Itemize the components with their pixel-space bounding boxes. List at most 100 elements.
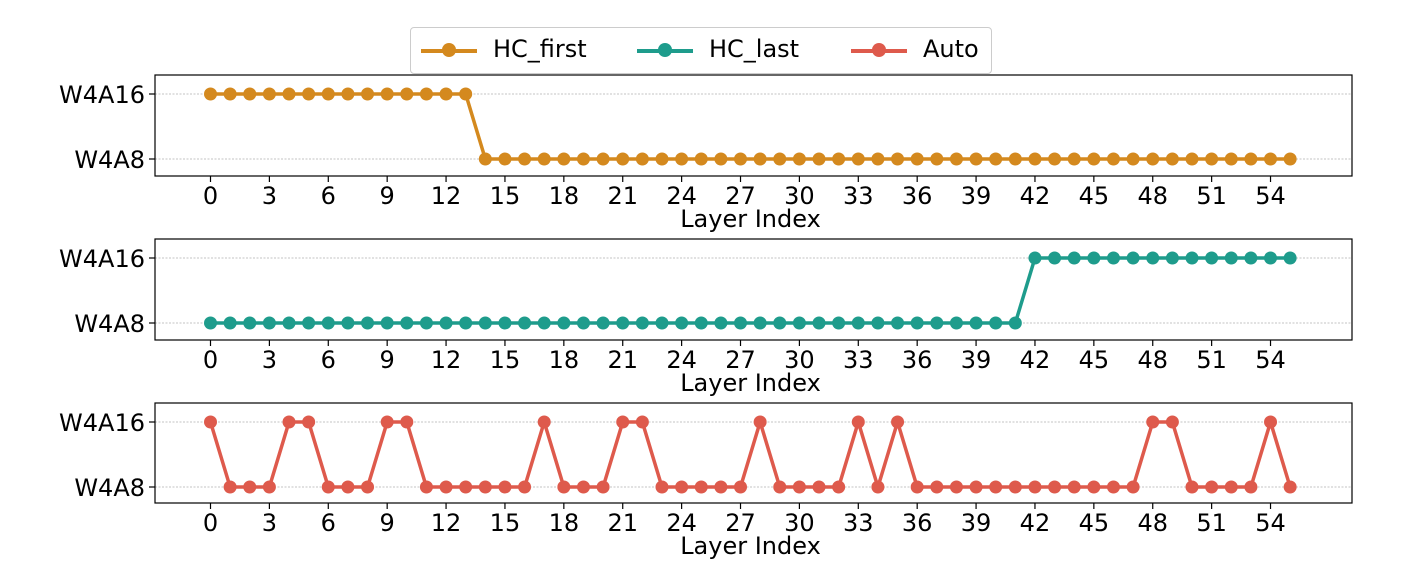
- data-point-hc-last-14: [478, 316, 492, 330]
- data-point-auto-13: [459, 480, 473, 494]
- data-point-hc-last-10: [400, 316, 414, 330]
- data-point-auto-2: [243, 480, 257, 494]
- data-point-hc-last-35: [891, 316, 905, 330]
- data-point-auto-35: [891, 415, 905, 429]
- data-point-auto-8: [361, 480, 375, 494]
- data-point-auto-23: [655, 480, 669, 494]
- y-tick-label: W4A8: [74, 474, 145, 502]
- data-point-hc-first-3: [262, 87, 276, 101]
- data-point-auto-33: [851, 415, 865, 429]
- x-tick-label: 36: [902, 346, 933, 374]
- data-point-auto-49: [1165, 415, 1179, 429]
- data-point-hc-last-54: [1264, 251, 1278, 265]
- data-point-auto-15: [498, 480, 512, 494]
- x-tick-label: 6: [321, 509, 336, 537]
- x-tick-label: 51: [1196, 509, 1227, 537]
- data-point-hc-first-45: [1087, 152, 1101, 166]
- data-point-hc-first-9: [380, 87, 394, 101]
- series-line-auto: [208, 420, 1292, 489]
- data-point-hc-first-47: [1126, 152, 1140, 166]
- data-point-hc-last-36: [910, 316, 924, 330]
- data-point-hc-last-16: [518, 316, 532, 330]
- legend-label-auto: Auto: [923, 35, 979, 63]
- y-tick-label: W4A8: [74, 310, 145, 338]
- x-tick-label: 6: [321, 182, 336, 210]
- data-point-hc-last-42: [1028, 251, 1042, 265]
- data-point-auto-10: [400, 415, 414, 429]
- data-point-hc-first-53: [1244, 152, 1258, 166]
- x-tick-label: 42: [1020, 182, 1051, 210]
- data-point-hc-first-36: [910, 152, 924, 166]
- x-tick-label: 15: [490, 509, 521, 537]
- data-point-auto-27: [734, 480, 748, 494]
- x-tick-label: 39: [961, 346, 992, 374]
- x-axis-label-hc-last: Layer Index: [680, 369, 821, 397]
- data-point-hc-last-2: [243, 316, 257, 330]
- x-tick-label: 51: [1196, 346, 1227, 374]
- data-point-hc-last-37: [930, 316, 944, 330]
- x-tick-label: 0: [203, 346, 218, 374]
- x-tick-label: 42: [1020, 509, 1051, 537]
- series-line-hc-last: [210, 256, 1291, 325]
- x-tick-label: 30: [784, 182, 815, 210]
- data-point-hc-first-22: [635, 152, 649, 166]
- x-tick-label: 24: [666, 182, 697, 210]
- x-tick-label: 15: [490, 346, 521, 374]
- x-tick-label: 45: [1079, 509, 1110, 537]
- data-point-hc-first-28: [753, 152, 767, 166]
- data-point-hc-last-15: [498, 316, 512, 330]
- data-point-auto-39: [969, 480, 983, 494]
- x-tick-label: 12: [431, 182, 462, 210]
- data-point-hc-first-26: [714, 152, 728, 166]
- x-tick-label: 33: [843, 182, 874, 210]
- data-point-auto-44: [1067, 480, 1081, 494]
- data-point-hc-last-52: [1224, 251, 1238, 265]
- data-point-auto-24: [675, 480, 689, 494]
- data-point-hc-last-18: [557, 316, 571, 330]
- legend-label-hc-first: HC_first: [493, 35, 587, 63]
- axes-frame-hc-last: [154, 238, 1353, 341]
- x-tick-label: 24: [666, 509, 697, 537]
- x-tick-label: 9: [380, 346, 395, 374]
- series-line-hc-first: [210, 92, 1291, 161]
- axes-frame-hc-first: [154, 74, 1353, 177]
- data-point-hc-last-22: [635, 316, 649, 330]
- data-point-hc-last-12: [439, 316, 453, 330]
- x-tick-label: 6: [321, 346, 336, 374]
- data-point-hc-last-49: [1165, 251, 1179, 265]
- data-point-hc-last-41: [1008, 316, 1022, 330]
- data-point-hc-first-43: [1048, 152, 1062, 166]
- data-point-auto-6: [321, 480, 335, 494]
- data-point-hc-first-38: [949, 152, 963, 166]
- data-point-hc-first-20: [596, 152, 610, 166]
- data-point-auto-52: [1224, 480, 1238, 494]
- data-point-auto-20: [596, 480, 610, 494]
- data-point-hc-first-1: [223, 87, 237, 101]
- data-point-hc-last-7: [341, 316, 355, 330]
- x-tick-label: 18: [549, 346, 580, 374]
- data-point-hc-last-34: [871, 316, 885, 330]
- data-point-hc-first-2: [243, 87, 257, 101]
- x-tick-label: 54: [1255, 182, 1286, 210]
- x-tick-label: 30: [784, 346, 815, 374]
- data-point-auto-14: [478, 480, 492, 494]
- data-point-hc-last-33: [851, 316, 865, 330]
- x-tick-label: 39: [961, 509, 992, 537]
- data-point-hc-last-47: [1126, 251, 1140, 265]
- data-point-hc-last-51: [1205, 251, 1219, 265]
- data-point-auto-11: [419, 480, 433, 494]
- data-point-auto-41: [1008, 480, 1022, 494]
- data-point-hc-last-30: [792, 316, 806, 330]
- data-point-hc-last-26: [714, 316, 728, 330]
- data-point-hc-last-38: [949, 316, 963, 330]
- data-point-hc-last-24: [675, 316, 689, 330]
- x-tick-label: 39: [961, 182, 992, 210]
- data-point-hc-first-49: [1165, 152, 1179, 166]
- x-tick-label: 24: [666, 346, 697, 374]
- data-point-auto-4: [282, 415, 296, 429]
- x-tick-label: 12: [431, 346, 462, 374]
- x-tick-label: 0: [203, 182, 218, 210]
- data-point-hc-last-8: [361, 316, 375, 330]
- data-point-hc-last-40: [989, 316, 1003, 330]
